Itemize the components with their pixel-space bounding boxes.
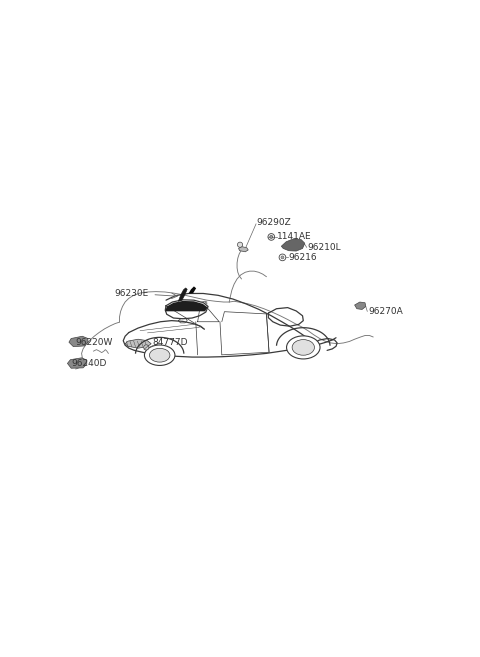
Text: 1141AE: 1141AE: [276, 232, 311, 240]
Ellipse shape: [292, 340, 314, 355]
Ellipse shape: [287, 336, 320, 359]
Polygon shape: [178, 288, 187, 302]
Text: 96270A: 96270A: [368, 307, 403, 316]
Circle shape: [281, 256, 284, 259]
Text: 84777D: 84777D: [152, 338, 188, 348]
Polygon shape: [239, 246, 248, 252]
Ellipse shape: [149, 348, 170, 362]
Ellipse shape: [144, 345, 175, 365]
Polygon shape: [188, 286, 196, 294]
Polygon shape: [281, 238, 305, 251]
Circle shape: [238, 242, 243, 247]
Text: 96230E: 96230E: [114, 288, 148, 298]
Polygon shape: [165, 301, 207, 311]
Text: 96290Z: 96290Z: [256, 218, 291, 227]
Circle shape: [144, 345, 149, 350]
Text: 96220W: 96220W: [75, 338, 112, 347]
Text: 96240D: 96240D: [71, 359, 107, 368]
Circle shape: [279, 254, 286, 261]
Polygon shape: [125, 339, 151, 348]
Polygon shape: [355, 302, 366, 309]
Circle shape: [268, 234, 275, 240]
Text: 96210L: 96210L: [307, 243, 341, 252]
Polygon shape: [67, 358, 87, 368]
Text: 96216: 96216: [289, 253, 317, 262]
Circle shape: [270, 235, 273, 238]
Polygon shape: [69, 336, 88, 347]
